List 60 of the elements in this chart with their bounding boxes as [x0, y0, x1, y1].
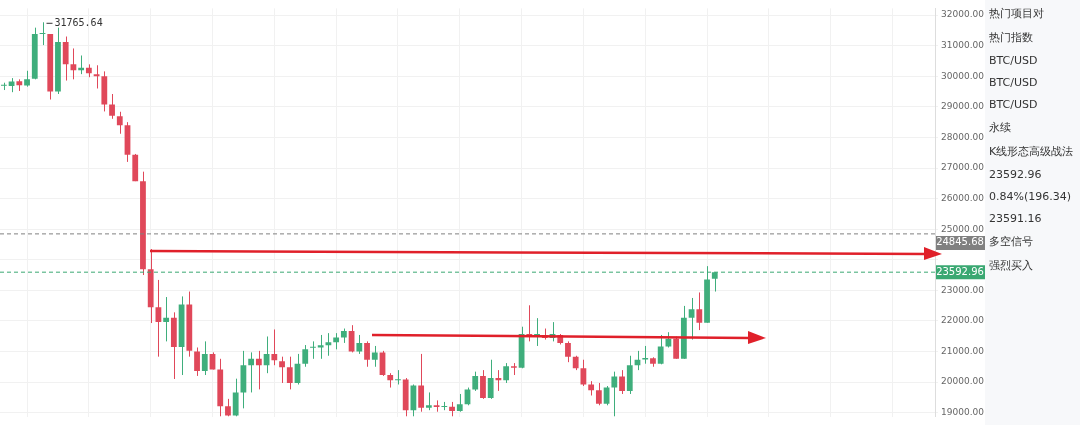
candlestick: [619, 369, 625, 395]
y-tick-label: 28000.00: [941, 131, 985, 142]
text: BTC/USD: [989, 54, 1039, 67]
y-tick-label: 27000.00: [941, 162, 985, 173]
candlestick: [364, 340, 370, 368]
candlestick: [472, 371, 479, 392]
text: 23591.16: [989, 212, 1043, 225]
text: K线形态高级战法: [989, 144, 1075, 159]
y-tick-label: 23000.00: [941, 284, 985, 295]
candlestick: [611, 371, 618, 417]
candlestick: [163, 296, 170, 342]
text: 0.84%(196.34): [989, 190, 1073, 203]
candlestick: [62, 36, 69, 82]
y-tick-label: 31000.00: [941, 40, 985, 51]
candlestick: [565, 340, 571, 363]
y-tick-label: 29000.00: [941, 101, 985, 112]
candlestick: [418, 353, 425, 413]
candlestick: [255, 350, 262, 390]
ref-line-label: 23592.96: [936, 265, 984, 277]
text: BTC/USD: [989, 76, 1039, 89]
candlestick: [657, 334, 664, 365]
candlestick: [487, 359, 494, 400]
candlestick: [271, 328, 278, 366]
y-tick-label: 26000.00: [941, 192, 985, 203]
candlestick: [302, 344, 309, 368]
candlestick: [310, 340, 316, 360]
candlestick: [279, 356, 285, 384]
candlestick: [503, 362, 510, 384]
y-tick-label: 22000.00: [941, 315, 985, 326]
candlestick: [248, 351, 255, 393]
text: BTC/USD: [989, 98, 1039, 111]
candlestick: [371, 345, 378, 368]
candlestick: [194, 347, 200, 377]
candlestick: [696, 291, 703, 331]
candlestick: [433, 399, 440, 413]
candlestick: [286, 356, 293, 390]
candlestick: [232, 378, 239, 417]
y-tick-label: 19000.00: [941, 406, 985, 417]
candlestick: [395, 369, 401, 385]
candlestick: [595, 382, 602, 406]
ref-line-label: 24845.68: [936, 236, 984, 248]
candlestick: [688, 297, 695, 341]
annotation: 31765.64: [54, 16, 103, 28]
text: 多空信号: [989, 234, 1034, 249]
candlestick: [317, 334, 324, 360]
y-tick-label: 32000.00: [941, 9, 985, 20]
text: 热门指数: [989, 30, 1034, 45]
y-tick-label: 25000.00: [941, 223, 985, 234]
y-tick-label: 30000.00: [941, 70, 985, 81]
text: 23592.96: [989, 168, 1043, 181]
candlestick: [116, 111, 123, 135]
text: 强烈买入: [989, 258, 1034, 273]
candlestick: [356, 334, 363, 355]
candlestick: [109, 93, 115, 120]
candlestick: [201, 340, 208, 376]
text: 永续: [989, 120, 1012, 135]
candlestick: [480, 369, 486, 400]
y-tick-label: 20000.00: [941, 376, 985, 387]
text: 热门项目对: [989, 6, 1045, 21]
y-tick-label: 21000.00: [941, 345, 985, 356]
